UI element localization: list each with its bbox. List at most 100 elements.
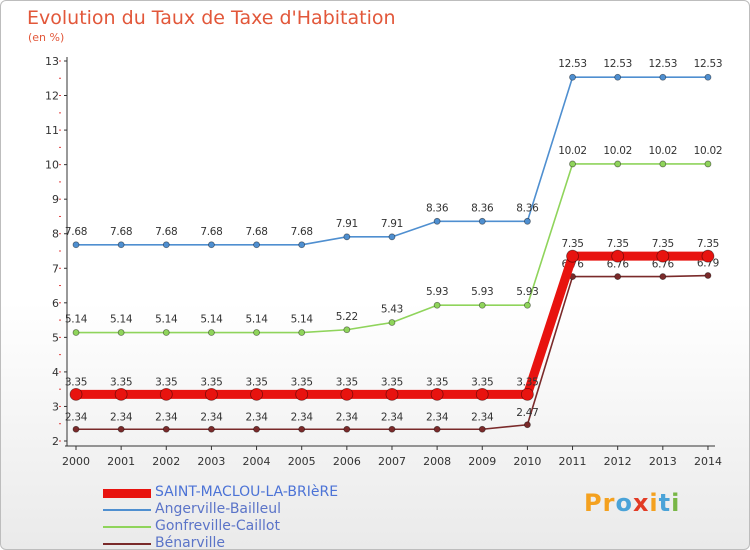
- chart-title: Evolution du Taux de Taxe d'Habitation: [27, 7, 396, 29]
- data-label: 2.34: [336, 411, 359, 423]
- data-point: [385, 387, 399, 401]
- logo-letter: r: [602, 489, 616, 517]
- series-1: 7.68 7.68 7.68 7.68 7.68 7.68 7.91 7.91 8.36 8.36…: [65, 58, 723, 249]
- x-tick-label: 2010: [513, 455, 541, 468]
- data-point: [72, 329, 80, 336]
- data-label: 2.34: [291, 411, 314, 423]
- data-point: [659, 273, 667, 280]
- data-point: [343, 425, 351, 433]
- y-tick-label: 4: [52, 366, 59, 379]
- data-label: 5.22: [336, 311, 358, 323]
- data-point: [340, 387, 354, 401]
- data-label: 3.35: [336, 376, 358, 388]
- data-point: [388, 319, 396, 326]
- logo-letter: o: [615, 489, 633, 517]
- legend-label: Bénarville: [155, 535, 225, 550]
- y-tick-label: 7: [52, 262, 59, 275]
- data-point: [72, 241, 80, 249]
- data-label: 7.68: [291, 226, 313, 238]
- x-tick-label: 2000: [62, 455, 90, 468]
- data-label: 7.68: [155, 226, 177, 238]
- logo-letter: t: [658, 489, 672, 517]
- x-tick-label: 2006: [333, 455, 361, 468]
- data-label: 7.68: [110, 226, 132, 238]
- data-label: 2.47: [516, 407, 538, 419]
- data-point: [388, 233, 396, 241]
- y-tick-label: 10: [45, 159, 59, 172]
- data-point: [569, 73, 576, 81]
- data-label: 3.35: [471, 376, 493, 388]
- data-point: [701, 249, 715, 263]
- legend-swatch: [103, 509, 151, 511]
- data-label: 3.35: [200, 376, 222, 388]
- data-label: 5.14: [291, 314, 314, 326]
- data-label: 2.34: [200, 411, 223, 423]
- data-label: 5.14: [155, 314, 178, 326]
- series-0: 3.35 3.35 3.35 3.35 3.35 3.35 3.35 3.35 3.35 3.35…: [65, 238, 719, 401]
- data-label: 3.35: [426, 376, 448, 388]
- data-point: [117, 329, 125, 336]
- data-label: 2.34: [471, 411, 494, 423]
- y-tick-label: 6: [52, 297, 59, 310]
- data-point: [298, 329, 306, 336]
- data-label: 8.36: [426, 202, 449, 214]
- data-point: [656, 249, 670, 263]
- data-label: 8.36: [516, 202, 539, 214]
- logo-letter: i: [649, 489, 659, 517]
- y-tick-label: 13: [45, 55, 59, 68]
- x-tick-label: 2003: [197, 455, 225, 468]
- logo-letter: i: [671, 489, 681, 517]
- y-tick-label: 9: [52, 193, 59, 206]
- data-label: 7.68: [245, 226, 267, 238]
- series-line: [76, 274, 708, 431]
- data-label: 3.35: [245, 376, 267, 388]
- data-point: [162, 425, 170, 433]
- data-point: [524, 301, 531, 309]
- logo-letter: x: [632, 489, 650, 517]
- data-point: [298, 241, 306, 249]
- data-point: [72, 425, 80, 433]
- data-label: 5.43: [381, 304, 403, 316]
- series-3: 2.34 2.34 2.34 2.34 2.34 2.34 2.34 2.34 2.34 2.34…: [65, 258, 719, 433]
- data-label: 10.02: [603, 145, 632, 157]
- data-label: 3.35: [65, 376, 87, 388]
- data-label: 5.14: [245, 314, 268, 326]
- data-label: 10.02: [694, 145, 723, 157]
- legend-label: SAINT-MACLOU-LA-BRIèRE: [155, 484, 339, 500]
- data-label: 12.53: [694, 58, 723, 70]
- x-tick-label: 2002: [152, 455, 180, 468]
- data-label: 3.35: [291, 376, 313, 388]
- data-point: [566, 249, 579, 263]
- data-label: 7.91: [381, 218, 403, 230]
- data-label: 7.68: [200, 226, 222, 238]
- data-point: [704, 73, 712, 81]
- data-point: [388, 425, 396, 433]
- data-point: [524, 217, 531, 225]
- legend-swatch: [103, 488, 151, 498]
- data-label: 2.34: [65, 411, 88, 423]
- x-tick-label: 2009: [468, 455, 496, 468]
- x-tick-label: 2005: [288, 455, 316, 468]
- data-point: [704, 160, 712, 168]
- data-point: [614, 160, 622, 168]
- data-point: [208, 329, 215, 336]
- data-label: 5.93: [471, 286, 493, 298]
- data-label: 5.14: [200, 314, 223, 326]
- legend-swatch: [103, 526, 151, 528]
- data-label: 6.76: [652, 259, 675, 271]
- data-label: 10.02: [649, 145, 678, 157]
- data-point: [433, 217, 441, 225]
- data-point: [205, 387, 218, 401]
- data-label: 8.36: [471, 202, 494, 214]
- x-tick-label: 2011: [559, 455, 587, 468]
- y-tick-label: 11: [45, 124, 59, 137]
- y-tick-label: 5: [52, 331, 59, 344]
- data-point: [114, 387, 128, 401]
- data-point: [253, 329, 260, 336]
- y-tick-label: 2: [52, 435, 59, 448]
- data-label: 7.68: [65, 226, 87, 238]
- x-tick-label: 2001: [107, 455, 135, 468]
- legend-label: Gonfreville-Caillot: [155, 518, 280, 534]
- data-label: 2.34: [110, 411, 133, 423]
